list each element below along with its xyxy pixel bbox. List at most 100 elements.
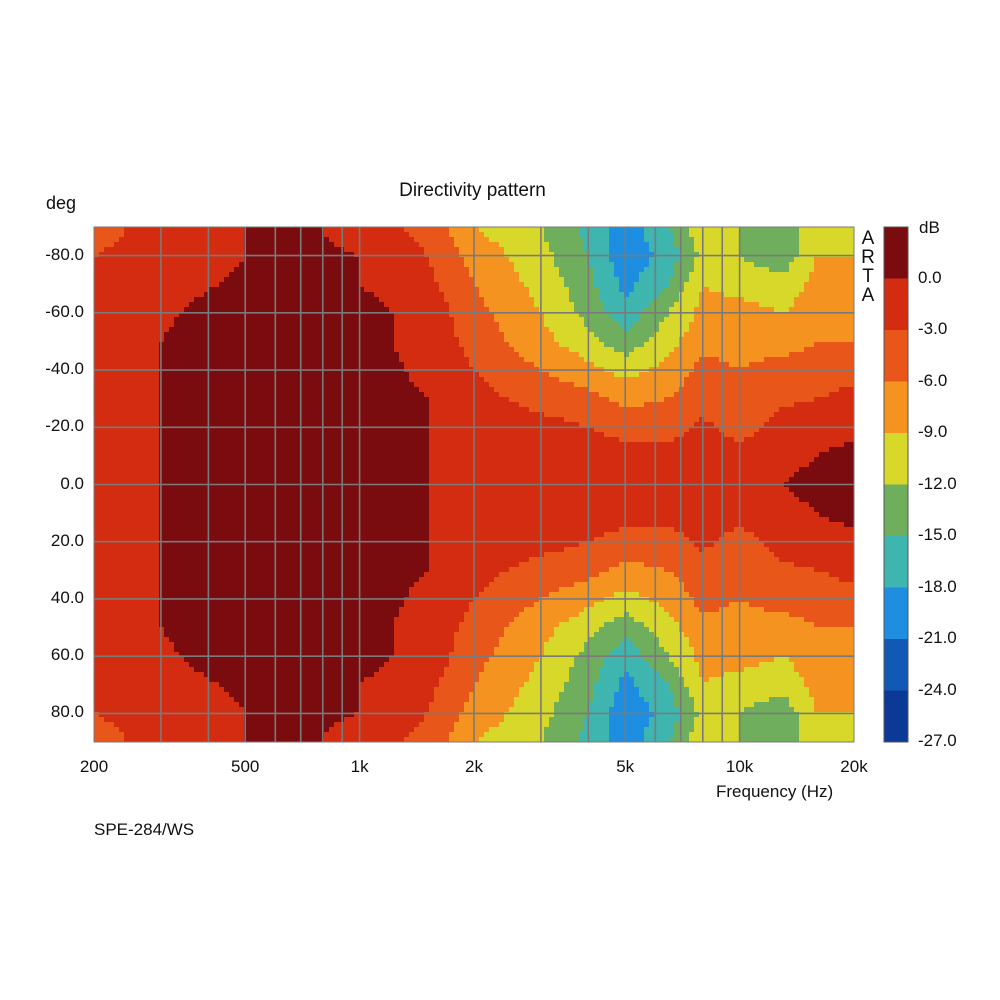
heatmap-cell xyxy=(614,242,620,248)
heatmap-cell xyxy=(284,272,290,278)
heatmap-cell xyxy=(454,232,460,238)
heatmap-cell xyxy=(649,382,655,388)
heatmap-cell xyxy=(579,262,585,268)
heatmap-cell xyxy=(589,312,595,318)
heatmap-cell xyxy=(644,312,650,318)
heatmap-cell xyxy=(144,317,150,323)
heatmap-cell xyxy=(499,282,505,288)
heatmap-cell xyxy=(649,232,655,238)
heatmap-cell xyxy=(774,252,780,258)
heatmap-cell xyxy=(694,352,700,358)
heatmap-cell xyxy=(129,362,135,368)
heatmap-cell xyxy=(334,277,340,283)
heatmap-cell xyxy=(734,232,740,238)
heatmap-cell xyxy=(114,267,120,273)
heatmap-cell xyxy=(584,282,590,288)
heatmap-cell xyxy=(449,342,455,348)
heatmap-cell xyxy=(354,267,360,273)
heatmap-cell xyxy=(359,352,365,358)
heatmap-cell xyxy=(724,322,730,328)
heatmap-cell xyxy=(744,302,750,308)
heatmap-cell xyxy=(254,237,260,243)
heatmap-cell xyxy=(564,317,570,323)
heatmap-cell xyxy=(554,302,560,308)
heatmap-cell xyxy=(409,247,415,253)
heatmap-cell xyxy=(169,277,175,283)
heatmap-cell xyxy=(709,262,715,268)
heatmap-cell xyxy=(599,282,605,288)
heatmap-cell xyxy=(704,272,710,278)
heatmap-cell xyxy=(794,357,800,363)
heatmap-cell xyxy=(309,242,315,248)
heatmap-cell xyxy=(329,327,335,333)
heatmap-cell xyxy=(519,332,525,338)
heatmap-cell xyxy=(194,312,200,318)
heatmap-cell xyxy=(499,317,505,323)
heatmap-cell xyxy=(364,257,370,263)
heatmap-cell xyxy=(209,342,215,348)
heatmap-cell xyxy=(319,312,325,318)
heatmap-cell xyxy=(834,242,840,248)
heatmap-cell xyxy=(644,232,650,238)
heatmap-cell xyxy=(204,312,210,318)
heatmap-cell xyxy=(694,292,700,298)
heatmap-cell xyxy=(139,282,145,288)
heatmap-cell xyxy=(399,357,405,363)
heatmap-cell xyxy=(724,277,730,283)
heatmap-cell xyxy=(239,327,245,333)
heatmap-cell xyxy=(614,342,620,348)
heatmap-cell xyxy=(394,352,400,358)
heatmap-cell xyxy=(549,312,555,318)
heatmap-cell xyxy=(809,252,815,258)
heatmap-cell xyxy=(819,357,825,363)
heatmap-cell xyxy=(344,267,350,273)
heatmap-cell xyxy=(264,372,270,378)
heatmap-cell xyxy=(199,297,205,303)
heatmap-cell xyxy=(589,232,595,238)
heatmap-cell xyxy=(194,342,200,348)
heatmap-cell xyxy=(434,227,440,233)
heatmap-cell xyxy=(254,342,260,348)
heatmap-cell xyxy=(194,372,200,378)
heatmap-cell xyxy=(104,307,110,313)
heatmap-cell xyxy=(349,302,355,308)
heatmap-cell xyxy=(194,237,200,243)
heatmap-cell xyxy=(189,307,195,313)
heatmap-cell xyxy=(149,267,155,273)
heatmap-cell xyxy=(349,317,355,323)
heatmap-cell xyxy=(559,302,565,308)
heatmap-cell xyxy=(744,317,750,323)
heatmap-cell xyxy=(744,297,750,303)
heatmap-cell xyxy=(469,277,475,283)
heatmap-cell xyxy=(524,317,530,323)
heatmap-cell xyxy=(544,257,550,263)
heatmap-cell xyxy=(834,372,840,378)
heatmap-cell xyxy=(529,282,535,288)
heatmap-cell xyxy=(99,262,105,268)
heatmap-cell xyxy=(179,292,185,298)
heatmap-cell xyxy=(94,352,100,358)
heatmap-cell xyxy=(479,362,485,368)
heatmap-cell xyxy=(669,322,675,328)
heatmap-cell xyxy=(559,307,565,313)
heatmap-cell xyxy=(624,347,630,353)
heatmap-cell xyxy=(269,247,275,253)
heatmap-cell xyxy=(564,342,570,348)
heatmap-cell xyxy=(614,257,620,263)
heatmap-cell xyxy=(649,387,655,393)
heatmap-cell xyxy=(384,297,390,303)
heatmap-cell xyxy=(764,377,770,383)
heatmap-cell xyxy=(709,357,715,363)
heatmap-cell xyxy=(744,267,750,273)
heatmap-cell xyxy=(314,377,320,383)
heatmap-cell xyxy=(544,287,550,293)
heatmap-cell xyxy=(369,272,375,278)
heatmap-cell xyxy=(494,277,500,283)
heatmap-cell xyxy=(419,247,425,253)
heatmap-cell xyxy=(809,372,815,378)
heatmap-cell xyxy=(109,322,115,328)
heatmap-cell xyxy=(359,327,365,333)
heatmap-cell xyxy=(189,257,195,263)
heatmap-cell xyxy=(754,242,760,248)
heatmap-cell xyxy=(684,307,690,313)
